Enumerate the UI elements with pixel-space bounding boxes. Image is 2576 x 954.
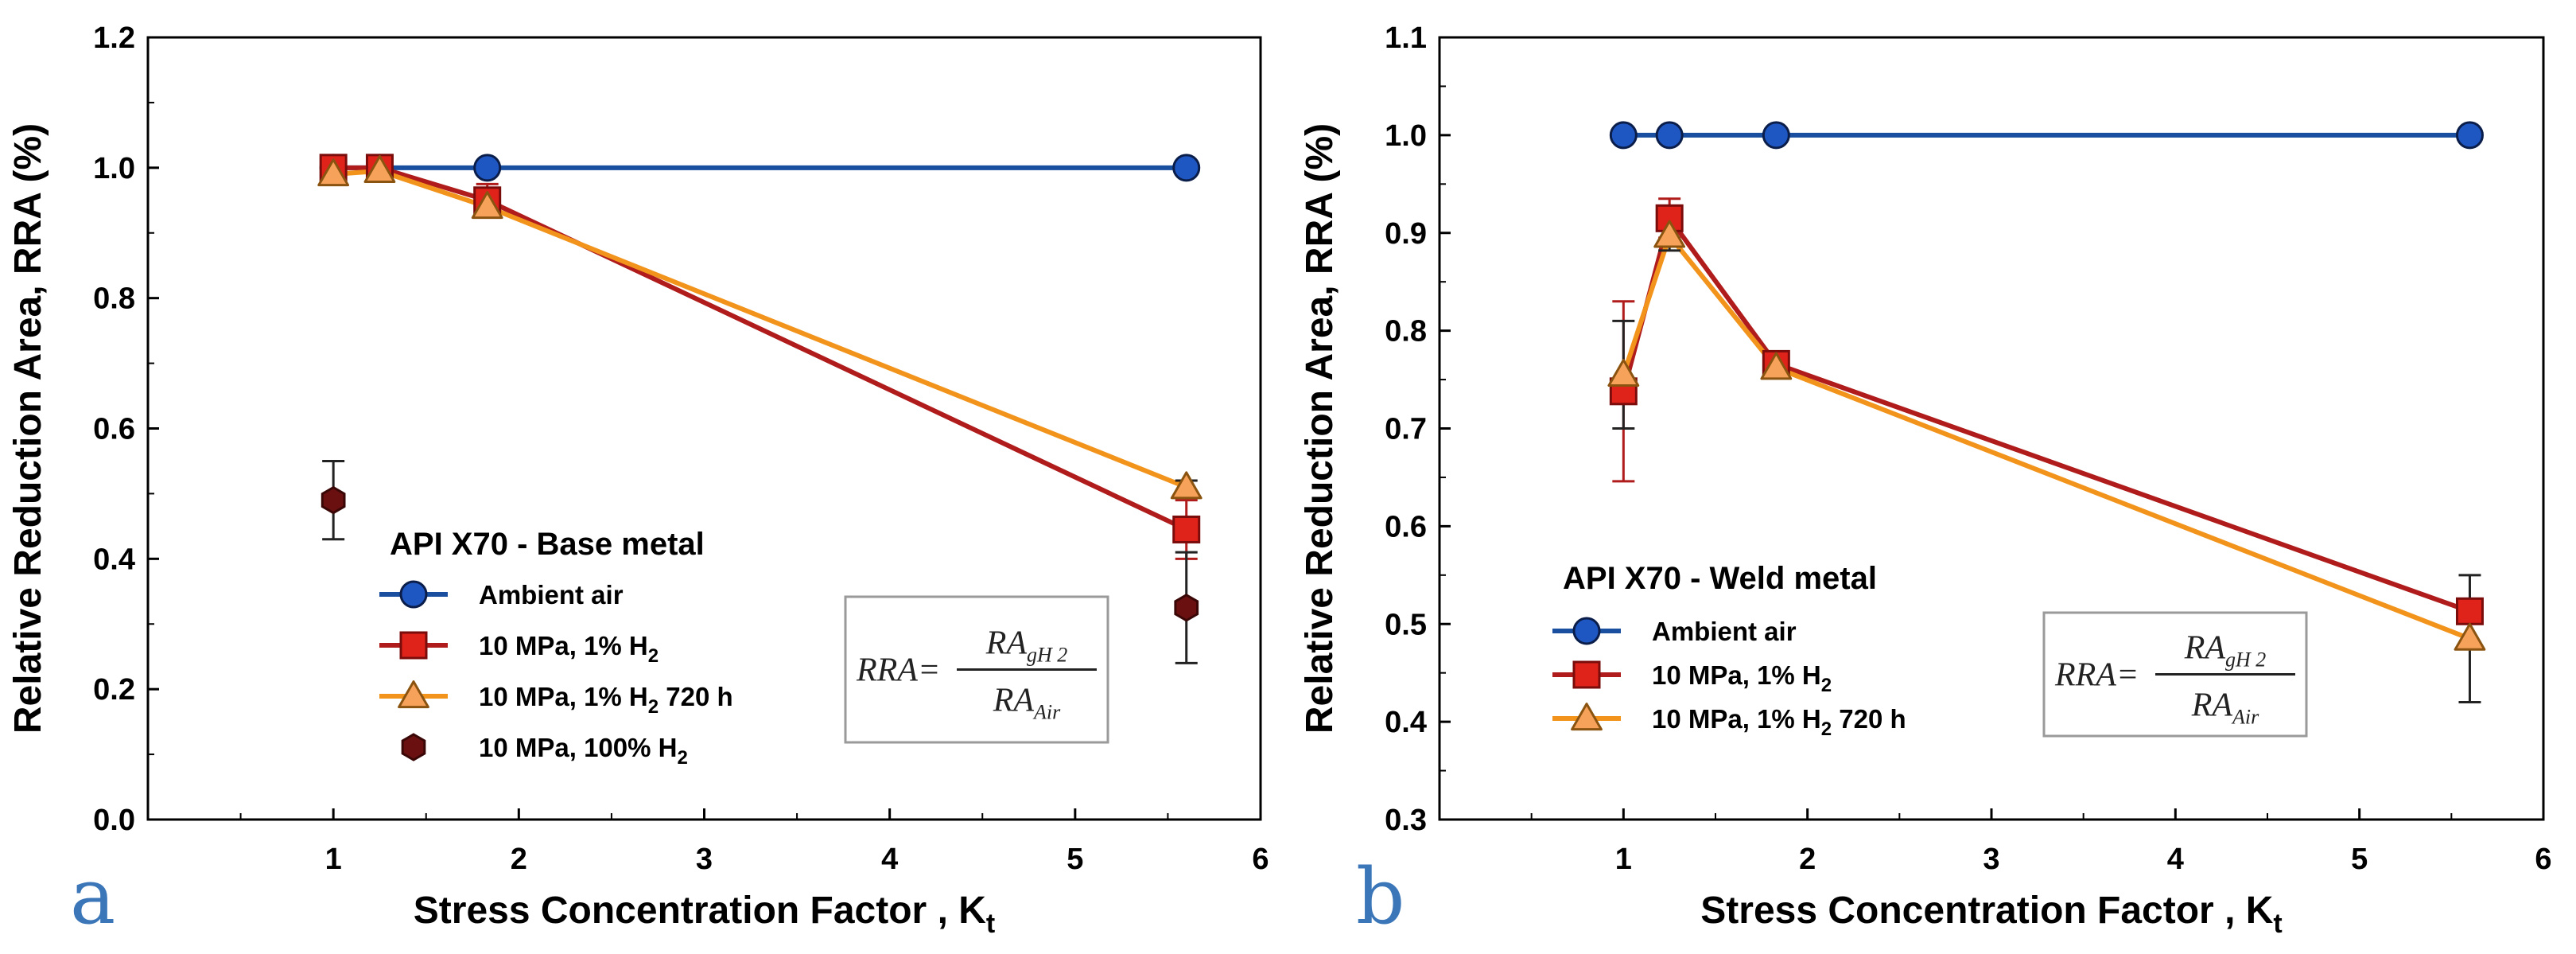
data-point-h2_720h	[317, 158, 350, 187]
formula-denominator: RAAir	[993, 683, 1061, 724]
y-tick-label: 1.2	[93, 21, 135, 55]
data-point-h2_720h	[1653, 220, 1686, 248]
series-line-h2_720h	[1621, 231, 2471, 641]
y-tick-label: 1.0	[93, 152, 135, 185]
y-tick-label: 0.0	[93, 804, 135, 837]
y-tick-label: 0.2	[93, 673, 135, 707]
y-axis-label: Relative Reduction Area, RRA (%)	[1299, 123, 1341, 734]
x-tick-label: 6	[2535, 843, 2551, 876]
data-point-ambient	[1172, 154, 1201, 182]
y-tick-label: 0.5	[1385, 608, 1427, 641]
y-tick-label: 0.8	[1385, 315, 1427, 349]
x-tick-label: 4	[881, 843, 898, 876]
legend-title: API X70 - Weld metal	[1563, 561, 1877, 596]
formula-numerator: RAgH 2	[985, 625, 1068, 667]
data-point-h2_1pct	[1172, 515, 1201, 543]
panel-b: 0.3 0.4 0.5 0.6 0.7 0.8 0.9 1.0 1.1 1 2 3 4 5 6 Stress …	[1299, 21, 2552, 941]
panel-letter: b	[1356, 852, 1405, 941]
x-tick-label: 2	[511, 843, 527, 876]
x-tick-label: 5	[2351, 843, 2368, 876]
x-tick-label: 3	[1983, 843, 1999, 876]
y-tick-label: 0.6	[1385, 510, 1427, 543]
legend-marker-h2_100pct	[401, 733, 426, 761]
data-point-h2_100pct	[321, 485, 346, 515]
legend-label-h2_720h: 10 MPa, 1% H2 720 h	[479, 682, 733, 718]
y-tick-label: 1.0	[1385, 119, 1427, 153]
legend-label-h2_1pct: 10 MPa, 1% H2	[1652, 660, 1832, 696]
data-point-ambient	[1762, 121, 1790, 150]
legend-marker-h2_1pct	[399, 631, 428, 660]
data-point-ambient	[1609, 121, 1638, 150]
series-line-h2_1pct	[1621, 212, 2471, 614]
legend-marker-h2_720h	[1571, 703, 1603, 731]
x-tick-label: 5	[1067, 843, 1083, 876]
data-point-ambient	[2455, 121, 2484, 150]
y-axis-label: Relative Reduction Area, RRA (%)	[7, 123, 49, 734]
series-line-h2_720h	[332, 168, 1187, 490]
x-axis-label: Stress Concentration Factor , Kt	[414, 890, 995, 939]
data-point-h2_720h	[1170, 471, 1203, 500]
y-tick-label: 0.4	[93, 543, 135, 576]
plot-frame	[1438, 36, 2545, 821]
data-point-h2_100pct	[1174, 594, 1199, 622]
formula-lhs: RRA=	[856, 652, 940, 689]
data-point-h2_1pct	[2455, 597, 2484, 625]
x-tick-label: 2	[1799, 843, 1816, 876]
legend-label-h2_1pct: 10 MPa, 1% H2	[479, 631, 659, 667]
y-tick-label: 0.4	[1385, 706, 1427, 739]
legend-marker-h2_720h	[398, 680, 429, 709]
legend-marker-ambient	[399, 580, 428, 609]
legend-label-h2_100pct: 10 MPa, 100% H2	[479, 733, 688, 769]
y-tick-label: 0.8	[93, 282, 135, 316]
y-tick-label: 0.7	[1385, 413, 1427, 446]
data-point-h2_720h	[1760, 352, 1793, 380]
x-axis-label: Stress Concentration Factor , Kt	[1700, 890, 2282, 939]
legend-title: API X70 - Base metal	[390, 527, 705, 562]
x-tick-label: 3	[696, 843, 713, 876]
y-tick-label: 0.9	[1385, 217, 1427, 251]
y-tick-label: 0.3	[1385, 804, 1427, 837]
legend-label-ambient: Ambient air	[479, 580, 624, 609]
y-tick-label: 0.6	[93, 413, 135, 446]
data-point-ambient	[473, 154, 502, 182]
x-tick-label: 1	[1615, 843, 1632, 876]
legend-marker-h2_1pct	[1572, 660, 1601, 689]
formula-lhs: RRA=	[2054, 657, 2139, 694]
data-point-h2_720h	[2454, 622, 2486, 651]
x-tick-label: 4	[2167, 843, 2184, 876]
legend-marker-ambient	[1572, 617, 1601, 645]
x-tick-label: 6	[1252, 843, 1269, 876]
legend-label-ambient: Ambient air	[1652, 617, 1797, 646]
legend-label-h2_720h: 10 MPa, 1% H2 720 h	[1652, 704, 1906, 740]
panel-a: 0.0 0.2 0.4 0.6 0.8 1.0 1.2 1 2 3 4 5 6 Stress Concen…	[7, 21, 1269, 941]
data-point-h2_720h	[1607, 359, 1640, 387]
data-point-ambient	[1655, 121, 1684, 150]
data-point-h2_720h	[363, 155, 396, 184]
series-line-h2_1pct	[333, 165, 1188, 532]
formula-numerator: RAgH 2	[2184, 630, 2267, 672]
formula-denominator: RAAir	[2191, 687, 2259, 729]
y-tick-label: 1.1	[1385, 21, 1427, 55]
panel-letter: a	[70, 852, 115, 941]
x-tick-label: 1	[325, 843, 342, 876]
data-point-h2_720h	[471, 191, 503, 220]
